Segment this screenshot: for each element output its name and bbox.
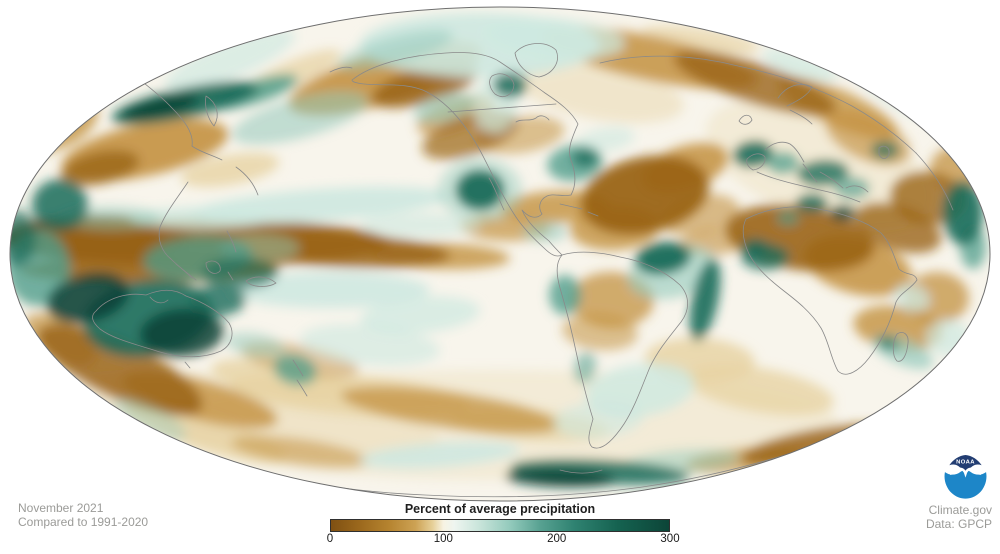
noaa-logo: NOAA — [942, 453, 989, 500]
colorbar-ticks: 0 100 200 300 — [326, 533, 680, 547]
credit-caption: NOAA Climate.gov Data: GPCP — [926, 453, 992, 531]
noaa-logo-text: NOAA — [956, 460, 975, 466]
colorbar — [330, 519, 670, 532]
precipitation-anomaly-field — [10, 13, 990, 488]
legend-title: Percent of average precipitation — [404, 502, 596, 516]
colorbar-tick: 0 — [326, 533, 334, 545]
noaa-logo-sea — [944, 470, 987, 499]
colorbar-tick: 100 — [433, 533, 453, 545]
climate-gov-credit: Climate.gov — [928, 503, 992, 517]
noaa-logo-sky — [949, 454, 982, 479]
date-caption: November 2021 Compared to 1991-2020 — [18, 501, 148, 529]
data-source-credit: Data: GPCP — [925, 517, 992, 531]
colorbar-tick: 300 — [660, 533, 680, 545]
colorbar-tick: 200 — [547, 533, 567, 545]
world-precipitation-map — [9, 6, 991, 502]
globe-outline — [9, 6, 991, 502]
baseline-period: Compared to 1991-2020 — [18, 515, 149, 529]
legend: Percent of average precipitation 0 100 200… — [326, 502, 680, 547]
seagull-icon — [949, 467, 982, 478]
map-date: November 2021 — [18, 501, 104, 515]
